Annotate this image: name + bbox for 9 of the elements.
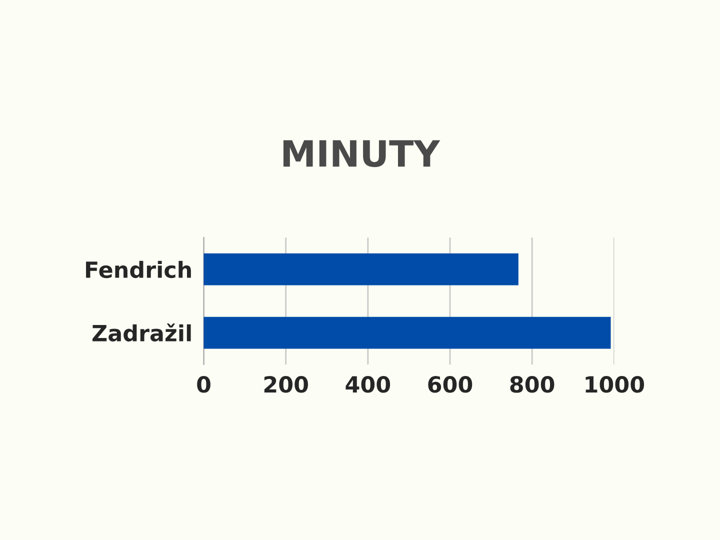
x-tick-label: 200 [264,376,308,393]
y-tick-label: Zadražil [92,323,191,342]
x-tick-label: 600 [428,376,472,393]
chart-title: MINUTY [283,140,440,168]
x-tick-label: 400 [346,376,390,393]
x-tick-label: 1000 [586,376,644,393]
x-tick-label: 800 [510,376,554,393]
x-tick-label: 0 [197,376,210,393]
y-tick-label: Fendrich [86,260,191,278]
